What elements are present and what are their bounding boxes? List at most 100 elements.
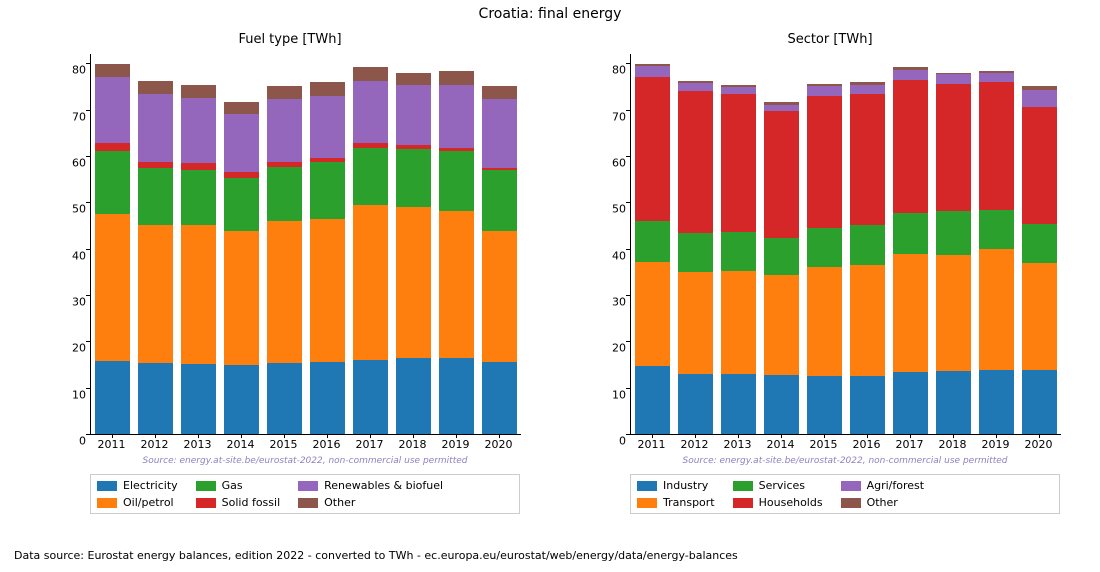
xtick-label: 2011 bbox=[98, 438, 126, 451]
xtick-label: 2012 bbox=[141, 438, 169, 451]
xtick-mark bbox=[1039, 434, 1040, 438]
subplot-sector: Sector [TWh] Source: energy.at-site.be/e… bbox=[590, 36, 1070, 466]
bar-segment-solid bbox=[138, 162, 172, 168]
bar-stack bbox=[267, 54, 301, 434]
bar-segment-gas bbox=[181, 170, 215, 226]
figure-footer: Data source: Eurostat energy balances, e… bbox=[14, 549, 738, 562]
ytick-label: 80 bbox=[50, 64, 86, 77]
bar-segment-solid bbox=[310, 158, 344, 163]
bar-segment-households bbox=[635, 77, 669, 221]
bar-segment-industry bbox=[893, 372, 927, 434]
bar-segment-electricity bbox=[181, 364, 215, 434]
bar-segment-agri bbox=[764, 105, 798, 111]
bar-segment-renew bbox=[138, 94, 172, 162]
watermark-left: Source: energy.at-site.be/eurostat-2022,… bbox=[90, 456, 520, 466]
bar-segment-other bbox=[482, 86, 516, 99]
bar-segment-renew bbox=[310, 96, 344, 158]
bar-segment-oil bbox=[439, 211, 473, 358]
ytick-mark bbox=[86, 249, 90, 250]
legend-left: ElectricityOil/petrolGasSolid fossilRene… bbox=[90, 474, 520, 514]
bar-segment-agri bbox=[678, 83, 712, 91]
bar-stack bbox=[138, 54, 172, 434]
bar-segment-solid bbox=[396, 145, 430, 149]
legend-label: Other bbox=[867, 496, 898, 509]
legend-label: Households bbox=[759, 496, 823, 509]
watermark-right: Source: energy.at-site.be/eurostat-2022,… bbox=[630, 456, 1060, 466]
bar-segment-oil bbox=[95, 214, 129, 360]
legend-item-renew: Renewables & biofuel bbox=[298, 477, 443, 494]
bar-segment-other2 bbox=[678, 81, 712, 83]
xtick-mark bbox=[112, 434, 113, 438]
bar-segment-gas bbox=[138, 168, 172, 225]
legend-swatch bbox=[733, 498, 753, 508]
xtick-label: 2015 bbox=[270, 438, 298, 451]
subplot-fuel-type: Fuel type [TWh] Source: energy.at-site.b… bbox=[50, 36, 530, 466]
bar-segment-agri bbox=[807, 86, 841, 95]
ytick-mark bbox=[86, 156, 90, 157]
legend-label: Agri/forest bbox=[867, 479, 925, 492]
xtick-label: 2017 bbox=[896, 438, 924, 451]
bar-stack bbox=[850, 54, 884, 434]
xtick-mark bbox=[284, 434, 285, 438]
bar-stack bbox=[396, 54, 430, 434]
ytick-mark bbox=[86, 295, 90, 296]
bar-segment-renew bbox=[439, 85, 473, 148]
legend-label: Solid fossil bbox=[222, 496, 280, 509]
xtick-label: 2018 bbox=[399, 438, 427, 451]
figure-suptitle: Croatia: final energy bbox=[0, 6, 1100, 22]
ytick-mark bbox=[86, 202, 90, 203]
legend-label: Services bbox=[759, 479, 805, 492]
legend-item-oil: Oil/petrol bbox=[97, 494, 178, 511]
legend-swatch bbox=[97, 498, 117, 508]
xtick-mark bbox=[996, 434, 997, 438]
legend-swatch bbox=[298, 481, 318, 491]
bar-segment-gas bbox=[267, 167, 301, 221]
ytick-mark bbox=[626, 341, 630, 342]
bar-segment-agri bbox=[936, 74, 970, 83]
bar-segment-other bbox=[353, 67, 387, 81]
bar-segment-services bbox=[764, 238, 798, 275]
legend-item-households: Households bbox=[733, 494, 823, 511]
bar-segment-electricity bbox=[224, 365, 258, 435]
legend-label: Oil/petrol bbox=[123, 496, 174, 509]
bar-segment-gas bbox=[482, 170, 516, 231]
xtick-label: 2013 bbox=[184, 438, 212, 451]
legend-swatch bbox=[97, 481, 117, 491]
legend-item-other2: Other bbox=[841, 494, 925, 511]
ytick-label: 0 bbox=[590, 435, 626, 448]
bar-segment-solid bbox=[353, 143, 387, 148]
ytick-label: 30 bbox=[590, 295, 626, 308]
bar-segment-renew bbox=[482, 99, 516, 167]
bar-segment-industry bbox=[850, 376, 884, 434]
ytick-label: 10 bbox=[50, 388, 86, 401]
xtick-mark bbox=[867, 434, 868, 438]
bar-segment-other bbox=[310, 82, 344, 96]
bar-segment-other bbox=[138, 81, 172, 94]
xtick-mark bbox=[155, 434, 156, 438]
figure: Croatia: final energy Fuel type [TWh] So… bbox=[0, 0, 1100, 572]
legend-label: Gas bbox=[222, 479, 243, 492]
ytick-label: 80 bbox=[590, 64, 626, 77]
bar-segment-other2 bbox=[635, 64, 669, 66]
bar-segment-electricity bbox=[138, 363, 172, 434]
ytick-mark bbox=[626, 202, 630, 203]
legend-swatch bbox=[637, 481, 657, 491]
bar-segment-renew bbox=[181, 98, 215, 164]
ytick-mark bbox=[626, 110, 630, 111]
bar-stack bbox=[95, 54, 129, 434]
ytick-label: 40 bbox=[50, 249, 86, 262]
bar-stack bbox=[181, 54, 215, 434]
bar-segment-electricity bbox=[267, 363, 301, 434]
bar-segment-electricity bbox=[396, 358, 430, 434]
ytick-label: 70 bbox=[50, 110, 86, 123]
bar-segment-other2 bbox=[721, 85, 755, 87]
bar-segment-other2 bbox=[850, 82, 884, 85]
bar-segment-gas bbox=[95, 151, 129, 214]
bar-segment-services bbox=[1022, 224, 1056, 263]
xtick-mark bbox=[738, 434, 739, 438]
ytick-mark bbox=[626, 434, 630, 435]
bar-segment-other2 bbox=[764, 102, 798, 104]
ytick-mark bbox=[626, 156, 630, 157]
bar-segment-electricity bbox=[95, 361, 129, 434]
bar-segment-households bbox=[721, 94, 755, 232]
